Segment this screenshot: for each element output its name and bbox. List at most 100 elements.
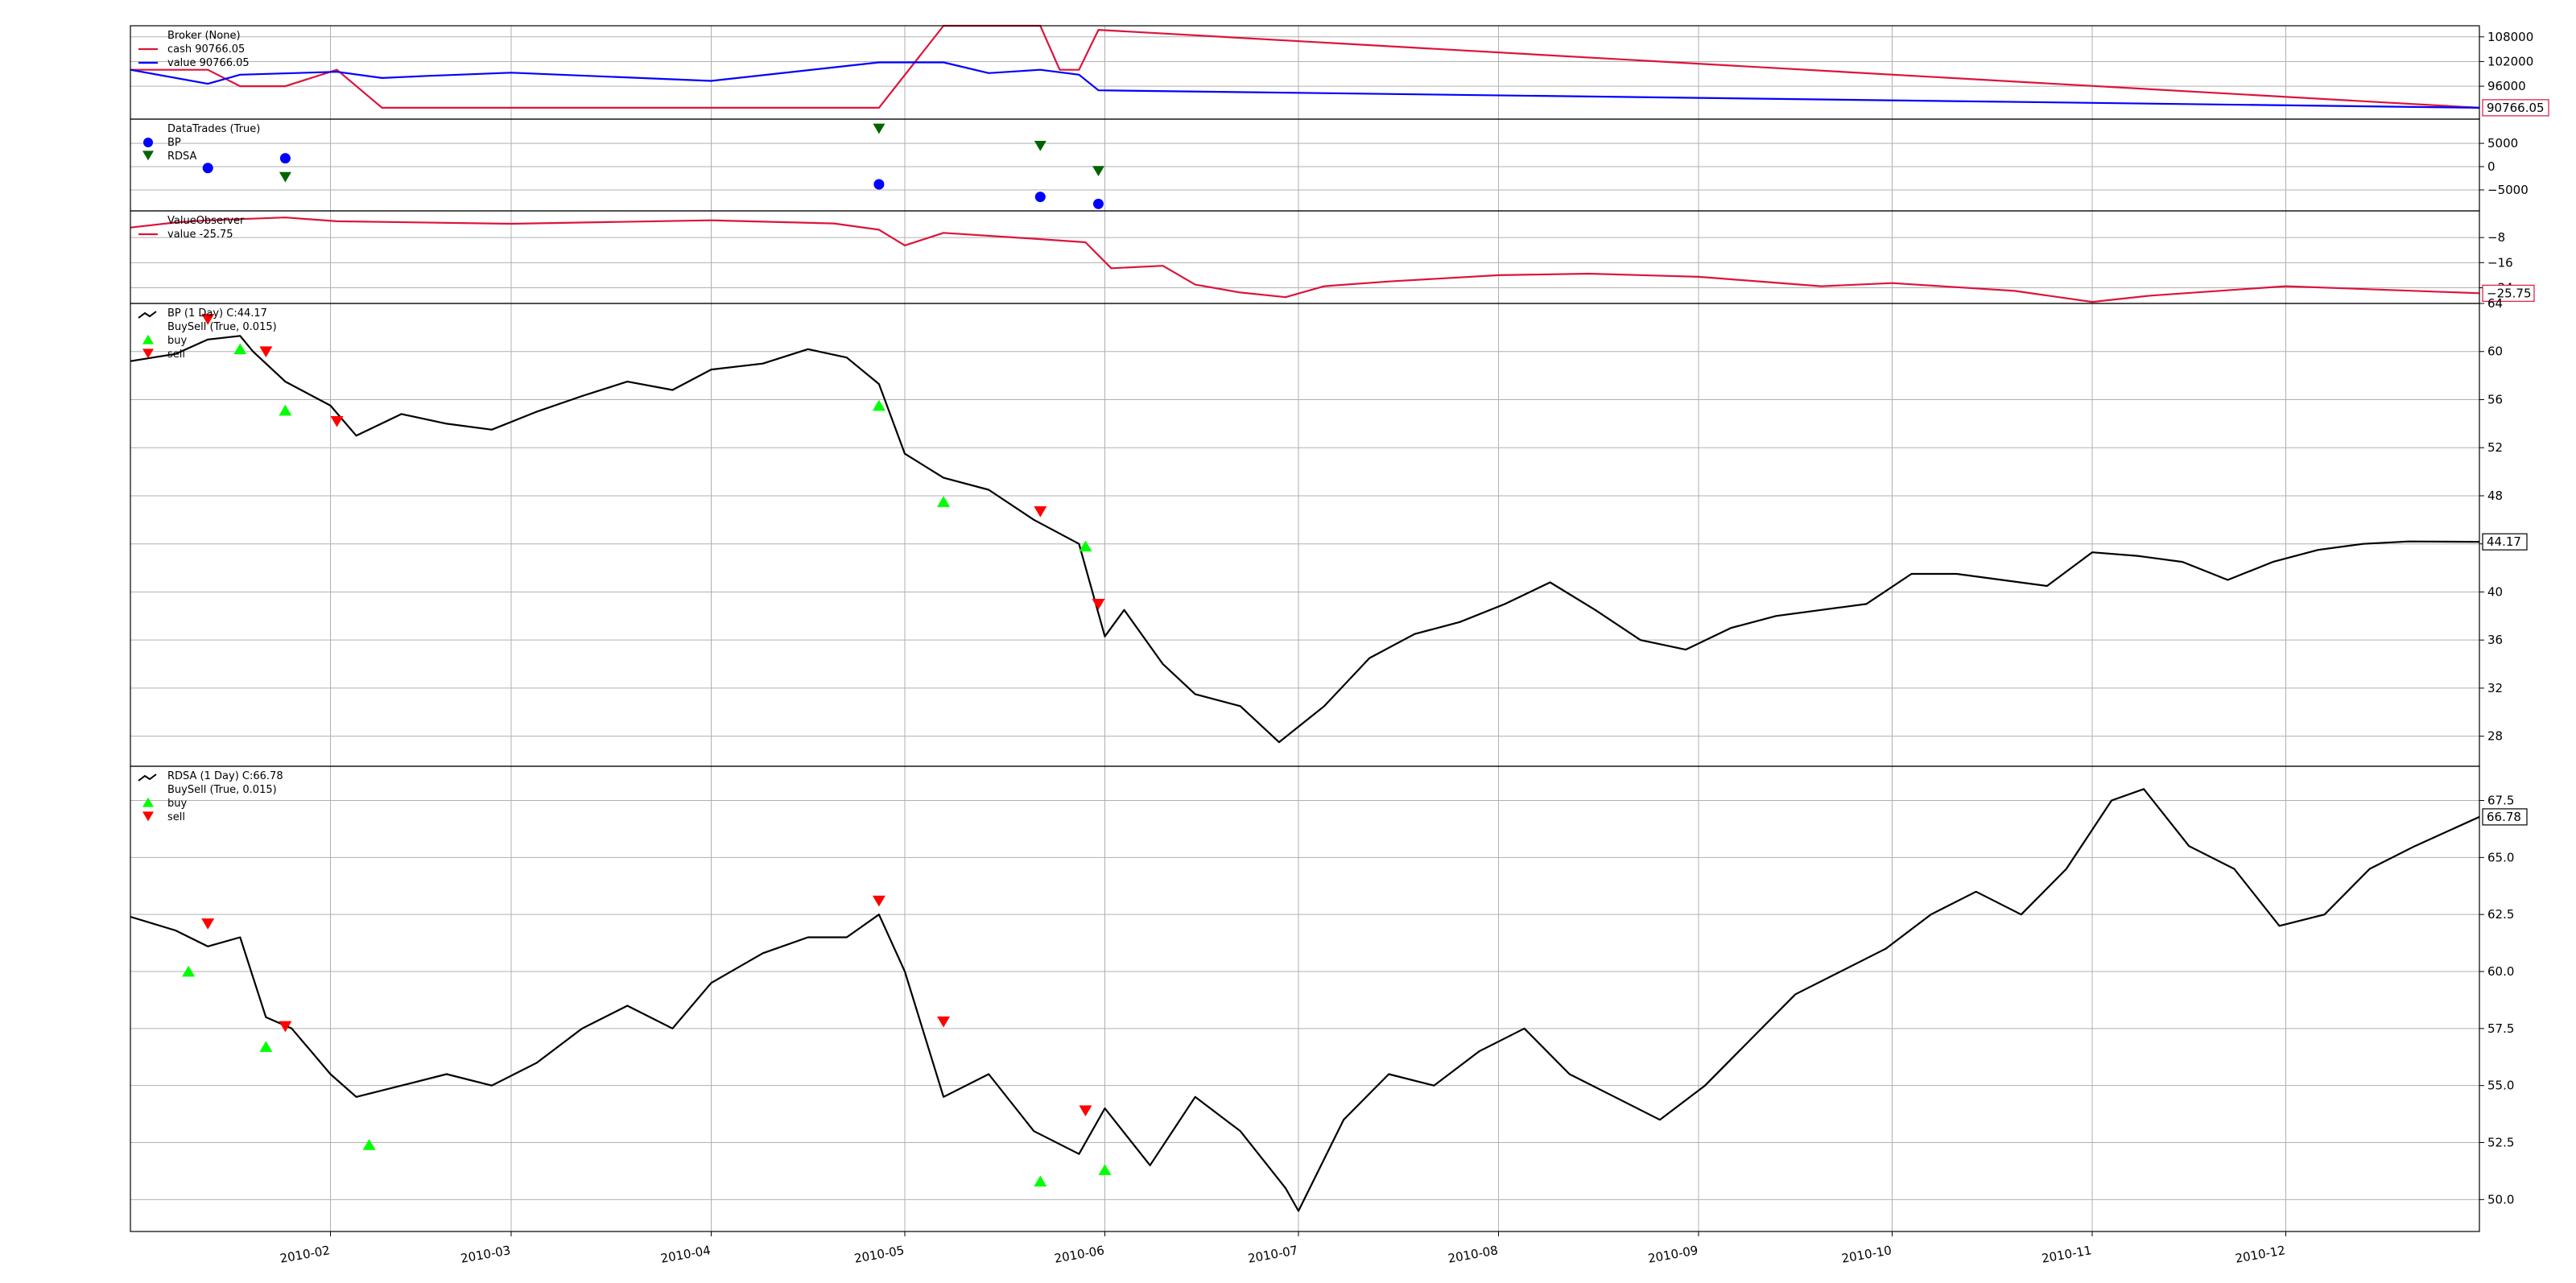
- y-tick-label: 65.0: [2487, 850, 2514, 864]
- sell-marker: [201, 314, 215, 325]
- broker-value-line: [130, 61, 2480, 109]
- x-tick-label: 2010-03: [460, 1243, 512, 1266]
- panel-frame: [130, 210, 2480, 304]
- y-tick-label: 0: [2487, 159, 2496, 174]
- legend-line-icon: [138, 311, 157, 319]
- trade-marker-rdsa: [873, 123, 886, 134]
- legend-entry: value -25.75: [167, 229, 233, 241]
- panel-datatrades: −5000 0 5000 DataTrades (True) BP RDSA: [130, 118, 2529, 212]
- legend-entry: value 90766.05: [167, 57, 250, 69]
- legend-entry: sell: [167, 811, 185, 823]
- rdsa-close-line: [130, 788, 2480, 1212]
- y-tick-label: 62.5: [2487, 907, 2514, 922]
- x-axis: 2010-02 2010-03 2010-04 2010-05 2010-06 2010-…: [279, 1231, 2286, 1266]
- y-tick-label: 60: [2487, 344, 2503, 359]
- buy-marker: [1079, 540, 1092, 552]
- legend-marker-rdsa: [142, 151, 154, 161]
- panel-rdsa: 50.0 52.5 55.0 57.5 60.0 62.5 65.0 67.5 66.78 RDS…: [130, 765, 2528, 1232]
- panel-frame: [130, 118, 2480, 212]
- y-tick-label: −8: [2487, 230, 2505, 245]
- y-tick-label: 56: [2487, 392, 2503, 406]
- sell-marker: [872, 895, 886, 907]
- x-tick-label: 2010-10: [1840, 1243, 1893, 1266]
- x-tick-label: 2010-12: [2234, 1243, 2286, 1266]
- x-tick-label: 2010-07: [1247, 1243, 1299, 1266]
- x-tick-label: 2010-08: [1447, 1243, 1499, 1266]
- last-value-box: [2482, 284, 2535, 302]
- y-tick-label: 57.5: [2487, 1021, 2514, 1036]
- y-tick-label: 108000: [2487, 30, 2533, 44]
- last-value-label: −25.75: [2487, 286, 2532, 300]
- legend-entry: BP: [167, 137, 181, 149]
- buy-marker: [872, 399, 886, 411]
- legend-entry: BuySell (True, 0.015): [167, 321, 277, 333]
- y-tick-label: 96000: [2487, 79, 2526, 93]
- trade-marker-bp: [202, 163, 213, 174]
- buy-marker: [259, 1041, 273, 1052]
- x-tick-label: 2010-05: [853, 1243, 906, 1266]
- y-tick-label: −16: [2487, 255, 2513, 270]
- trade-marker-rdsa: [1092, 166, 1104, 176]
- legend-entry: BP (1 Day) C:44.17: [167, 307, 267, 320]
- legend-entry: RDSA (1 Day) C:66.78: [167, 770, 283, 782]
- legend-entry: DataTrades (True): [167, 123, 260, 135]
- buy-marker: [233, 343, 247, 355]
- legend-marker-buy: [142, 334, 154, 344]
- x-tick-label: 2010-02: [279, 1243, 331, 1266]
- x-tick-label: 2010-09: [1647, 1243, 1699, 1266]
- broker-cash-line: [130, 24, 2480, 109]
- y-tick-label: 55.0: [2487, 1079, 2514, 1093]
- trade-marker-bp: [873, 179, 885, 190]
- legend-entry: RDSA: [167, 151, 197, 163]
- sell-marker: [201, 918, 215, 930]
- buy-marker: [362, 1139, 376, 1150]
- y-tick-label: 60.0: [2487, 964, 2514, 979]
- panel-frame: [130, 303, 2480, 767]
- y-tick-label: 28: [2487, 729, 2503, 744]
- panel-frame: [130, 25, 2480, 120]
- sell-marker: [1092, 598, 1105, 610]
- legend-marker-sell: [142, 811, 154, 822]
- valueobserver-value-line: [130, 217, 2480, 303]
- last-value-label: 66.78: [2487, 810, 2521, 824]
- buy-marker: [182, 965, 196, 977]
- panel-frame: [130, 765, 2480, 1232]
- trade-marker-bp: [279, 153, 291, 164]
- last-value-box: [2482, 533, 2528, 551]
- last-value-label: 44.17: [2487, 534, 2521, 549]
- legend-entry: cash 90766.05: [167, 43, 245, 56]
- x-tick-label: 2010-06: [1053, 1243, 1105, 1266]
- buy-marker: [1034, 1175, 1047, 1187]
- buy-marker: [1098, 1164, 1112, 1175]
- y-tick-label: 36: [2487, 633, 2503, 647]
- trade-marker-bp: [1092, 198, 1104, 209]
- legend-entry: buy: [167, 798, 187, 810]
- y-tick-label: 48: [2487, 489, 2503, 503]
- buy-marker: [937, 496, 951, 507]
- legend-entry: ValueObserver: [167, 215, 245, 227]
- legend-marker-buy: [142, 797, 154, 807]
- last-value-box: [2482, 808, 2528, 826]
- sell-marker: [259, 346, 273, 357]
- legend-entry: sell: [167, 349, 185, 361]
- legend-entry: buy: [167, 335, 187, 347]
- trade-marker-rdsa: [279, 171, 291, 183]
- last-value-box: [2482, 99, 2549, 117]
- legend-line-icon: [138, 774, 157, 782]
- x-grid: [330, 26, 2287, 1231]
- bp-close-line: [130, 335, 2480, 744]
- last-value-label: 90766.05: [2487, 101, 2545, 115]
- sell-marker: [937, 1016, 951, 1028]
- x-tick-label: 2010-04: [659, 1243, 712, 1266]
- y-tick-label: 50.0: [2487, 1192, 2514, 1207]
- y-tick-label: 40: [2487, 584, 2503, 599]
- y-tick-label: −5000: [2487, 183, 2529, 197]
- y-tick-label: 32: [2487, 681, 2503, 695]
- legend-entry: BuySell (True, 0.015): [167, 784, 277, 796]
- y-tick-label: 102000: [2487, 54, 2533, 68]
- trade-marker-bp: [1034, 192, 1046, 203]
